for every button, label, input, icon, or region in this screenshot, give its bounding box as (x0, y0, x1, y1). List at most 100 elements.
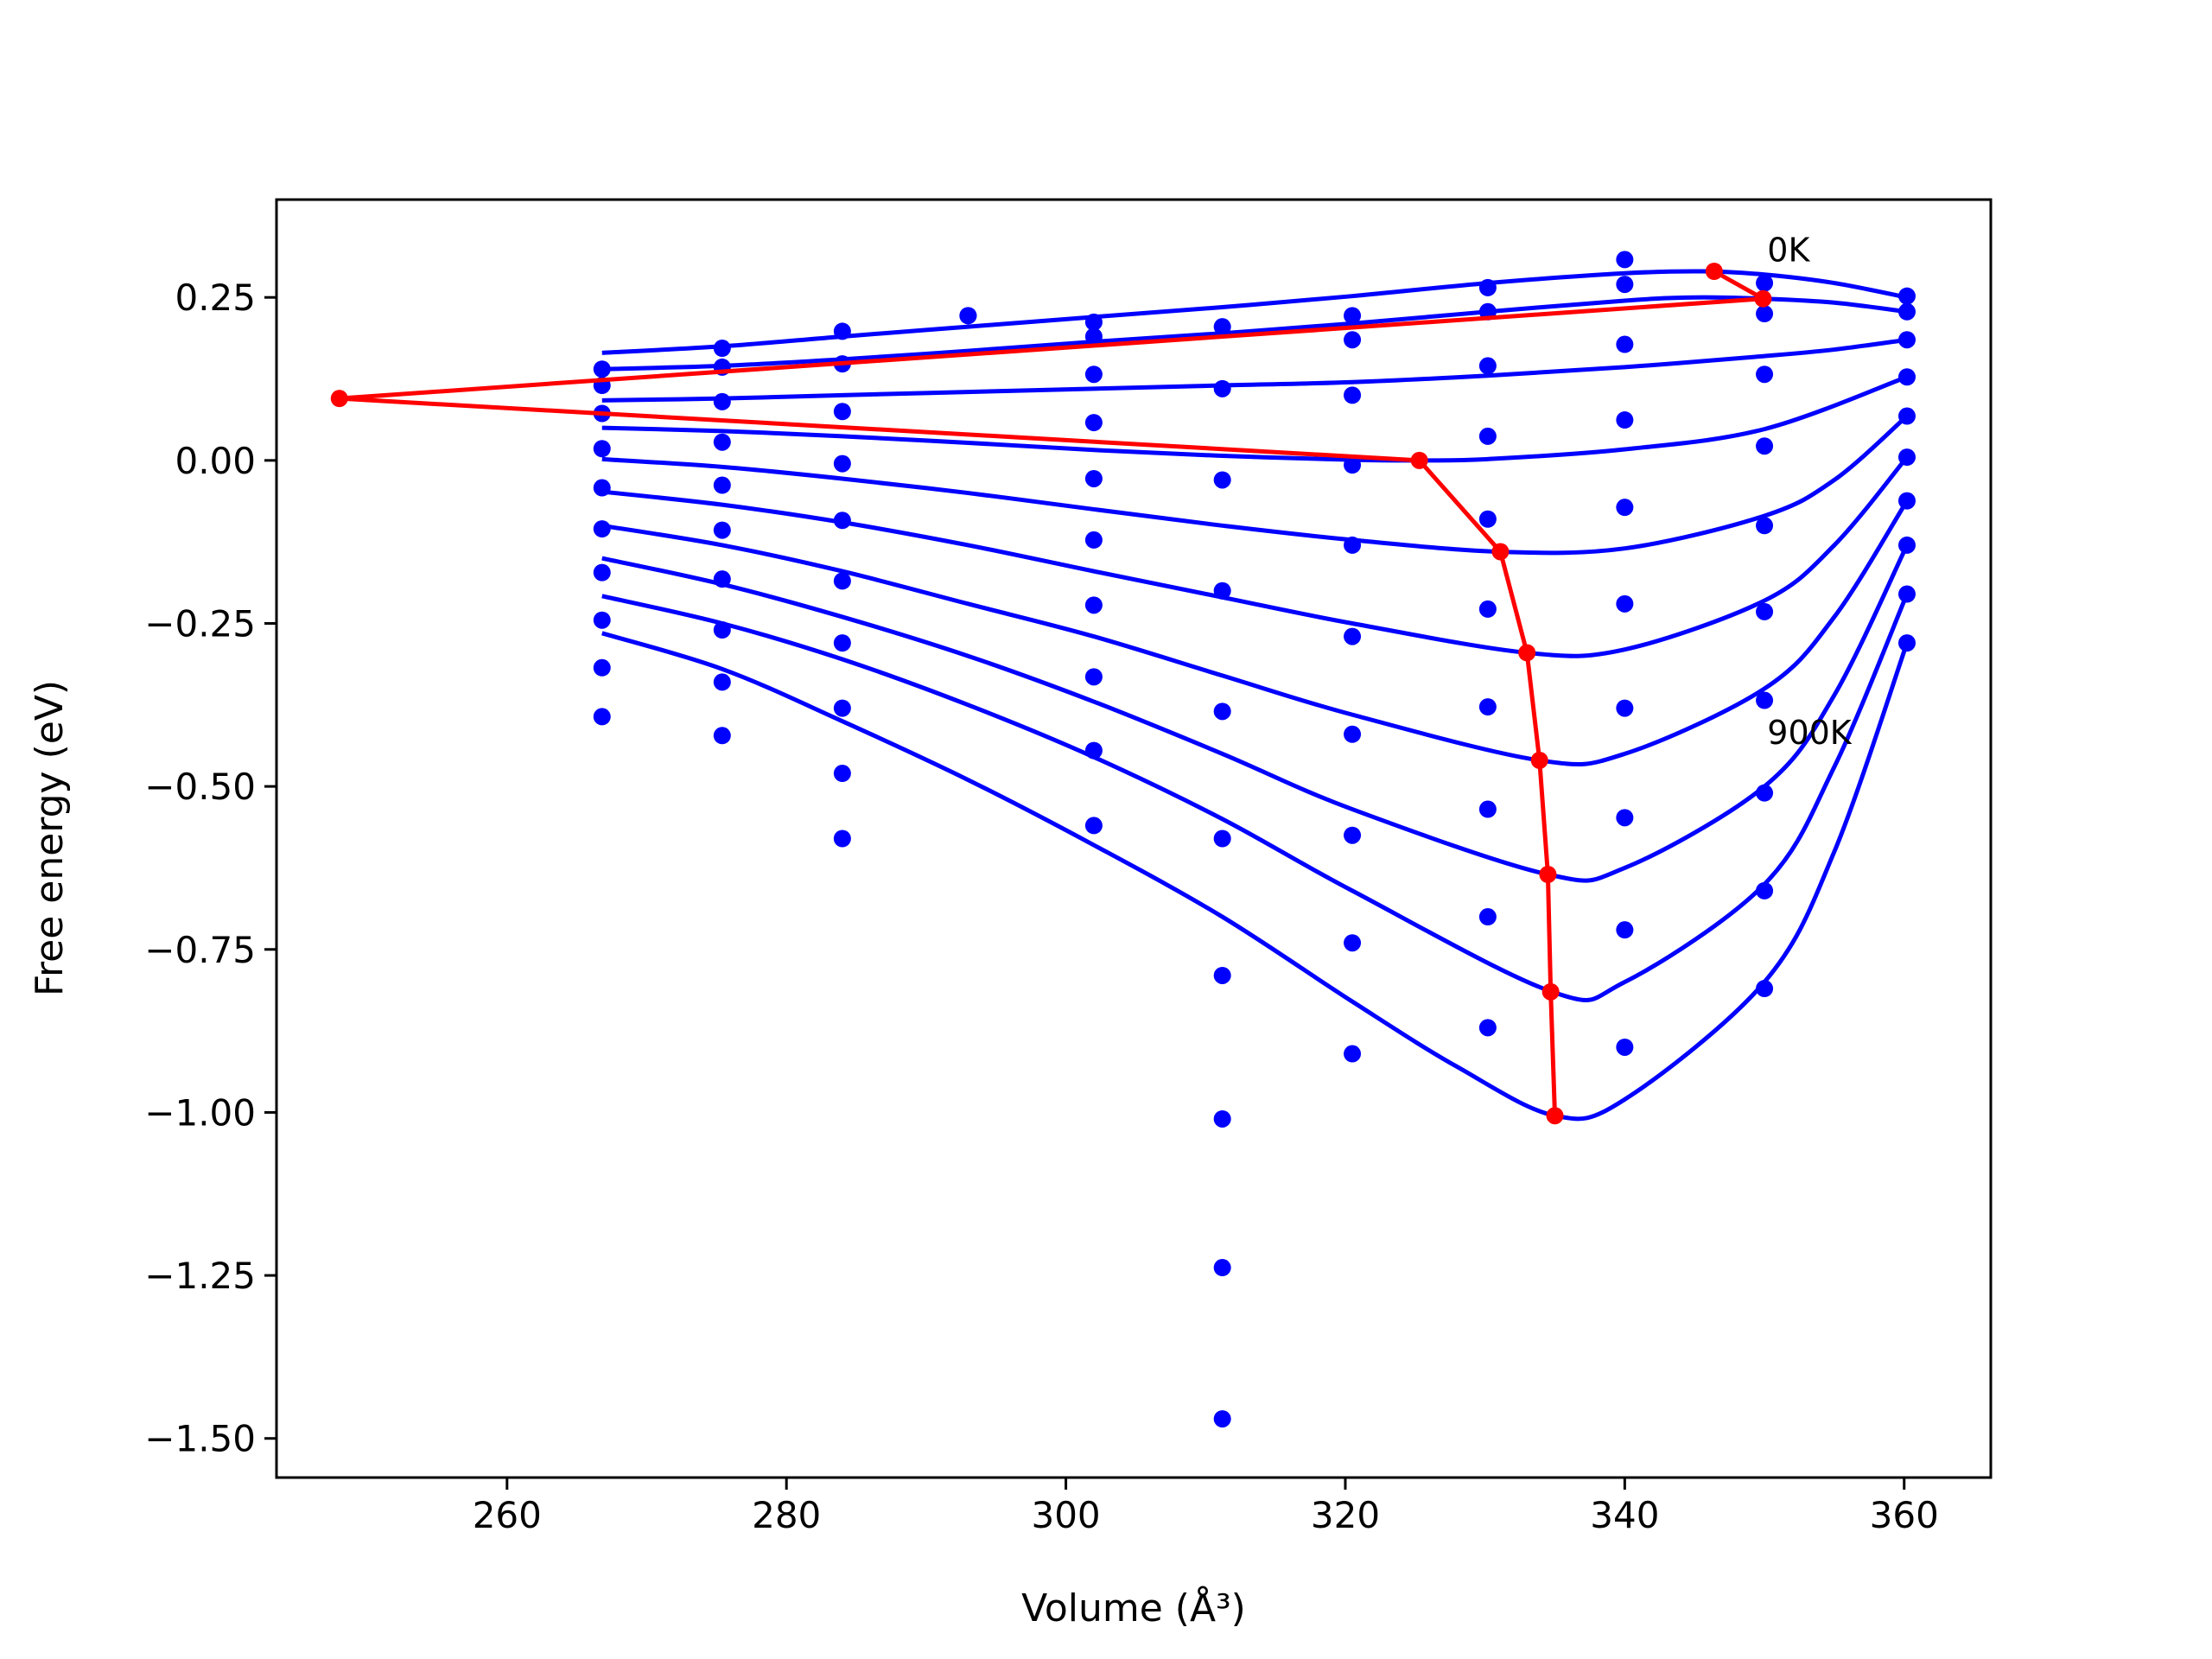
data-point (1756, 274, 1774, 292)
points-layer (593, 251, 1916, 1428)
data-point (1616, 921, 1634, 939)
data-point (713, 621, 731, 639)
data-point (1897, 634, 1916, 652)
data-point (593, 440, 611, 458)
data-point (1756, 602, 1774, 620)
y-tick-label: 0.25 (175, 276, 256, 319)
data-point (1616, 499, 1634, 517)
data-point (1478, 357, 1497, 375)
data-point (1897, 407, 1916, 425)
data-point (1897, 331, 1916, 349)
data-point (1897, 368, 1916, 386)
data-point (1897, 302, 1916, 321)
data-point (1478, 1019, 1497, 1037)
data-point (1756, 784, 1774, 802)
fit-curve (601, 269, 1908, 355)
data-point (1084, 817, 1103, 835)
data-point (1616, 411, 1634, 429)
y-tick-label: 0.00 (175, 440, 256, 482)
minimum-point (1541, 982, 1560, 1001)
data-point (1084, 741, 1103, 760)
data-point (713, 340, 731, 358)
x-axis-label: Volume (Å³) (1021, 1585, 1246, 1630)
data-point (1344, 536, 1362, 554)
y-tick-label: −0.50 (144, 766, 256, 808)
data-point (833, 830, 851, 848)
data-point (1213, 830, 1231, 848)
annotation-0k: 0K (1767, 232, 1810, 270)
data-point (1478, 698, 1497, 716)
data-point (1897, 536, 1916, 554)
minimum-point (330, 390, 348, 408)
data-point (1616, 276, 1634, 294)
data-point (713, 392, 731, 410)
data-point (1344, 456, 1362, 474)
x-tick-label: 340 (1590, 1494, 1659, 1536)
data-point (1344, 725, 1362, 743)
data-point (833, 454, 851, 473)
x-tick-label: 300 (1031, 1494, 1100, 1536)
y-tick-label: −1.00 (144, 1091, 256, 1134)
data-point (593, 360, 611, 378)
fit-curve (601, 631, 1910, 1122)
data-point (1213, 1109, 1231, 1128)
data-point (593, 563, 611, 582)
x-tick-label: 280 (752, 1494, 821, 1536)
data-point (1616, 1038, 1634, 1056)
data-point (593, 611, 611, 629)
x-ticks: 260 280 300 320 340 360 (473, 1478, 1939, 1536)
data-point (833, 765, 851, 783)
data-point (1616, 809, 1634, 827)
data-point (1756, 691, 1774, 709)
minimum-point (1530, 751, 1548, 769)
data-point (1213, 379, 1231, 397)
data-point (1084, 414, 1103, 432)
data-point (1897, 585, 1916, 603)
minimum-point (1705, 263, 1723, 281)
data-point (1084, 668, 1103, 686)
data-point (1897, 287, 1916, 305)
annotation-900k: 900K (1767, 714, 1853, 752)
data-point (713, 433, 731, 451)
y-tick-label: −0.75 (144, 929, 256, 971)
x-tick-label: 360 (1870, 1494, 1939, 1536)
minimum-point (1491, 543, 1510, 561)
data-point (1756, 365, 1774, 384)
data-point (1478, 427, 1497, 445)
data-point (1213, 582, 1231, 600)
data-point (713, 727, 731, 745)
minimum-point (1546, 1107, 1564, 1125)
data-point (1897, 492, 1916, 510)
data-point (1756, 881, 1774, 899)
data-point (1478, 800, 1497, 818)
data-point (593, 708, 611, 726)
fit-curve (601, 414, 1909, 556)
data-point (1897, 448, 1916, 467)
data-point (1344, 307, 1362, 325)
curves-layer (601, 269, 1910, 1122)
data-point (833, 699, 851, 717)
data-point (1213, 702, 1231, 721)
x-tick-label: 320 (1311, 1494, 1380, 1536)
data-point (1084, 365, 1103, 384)
data-point (1478, 510, 1497, 528)
data-point (833, 322, 851, 340)
data-point (1616, 335, 1634, 353)
fit-curve (601, 337, 1908, 403)
y-tick-label: −1.25 (144, 1255, 256, 1297)
data-point (1213, 1259, 1231, 1277)
data-point (1616, 594, 1634, 613)
data-point (1478, 278, 1497, 296)
data-point (713, 521, 731, 539)
data-point (1344, 1045, 1362, 1063)
data-point (959, 307, 977, 325)
fit-curve (601, 499, 1910, 767)
minimum-point (1539, 866, 1557, 884)
x-tick-label: 260 (473, 1494, 542, 1536)
minima-line (337, 269, 1765, 1116)
data-point (713, 476, 731, 494)
data-point (713, 673, 731, 691)
data-point (1084, 531, 1103, 549)
data-point (1616, 699, 1634, 717)
